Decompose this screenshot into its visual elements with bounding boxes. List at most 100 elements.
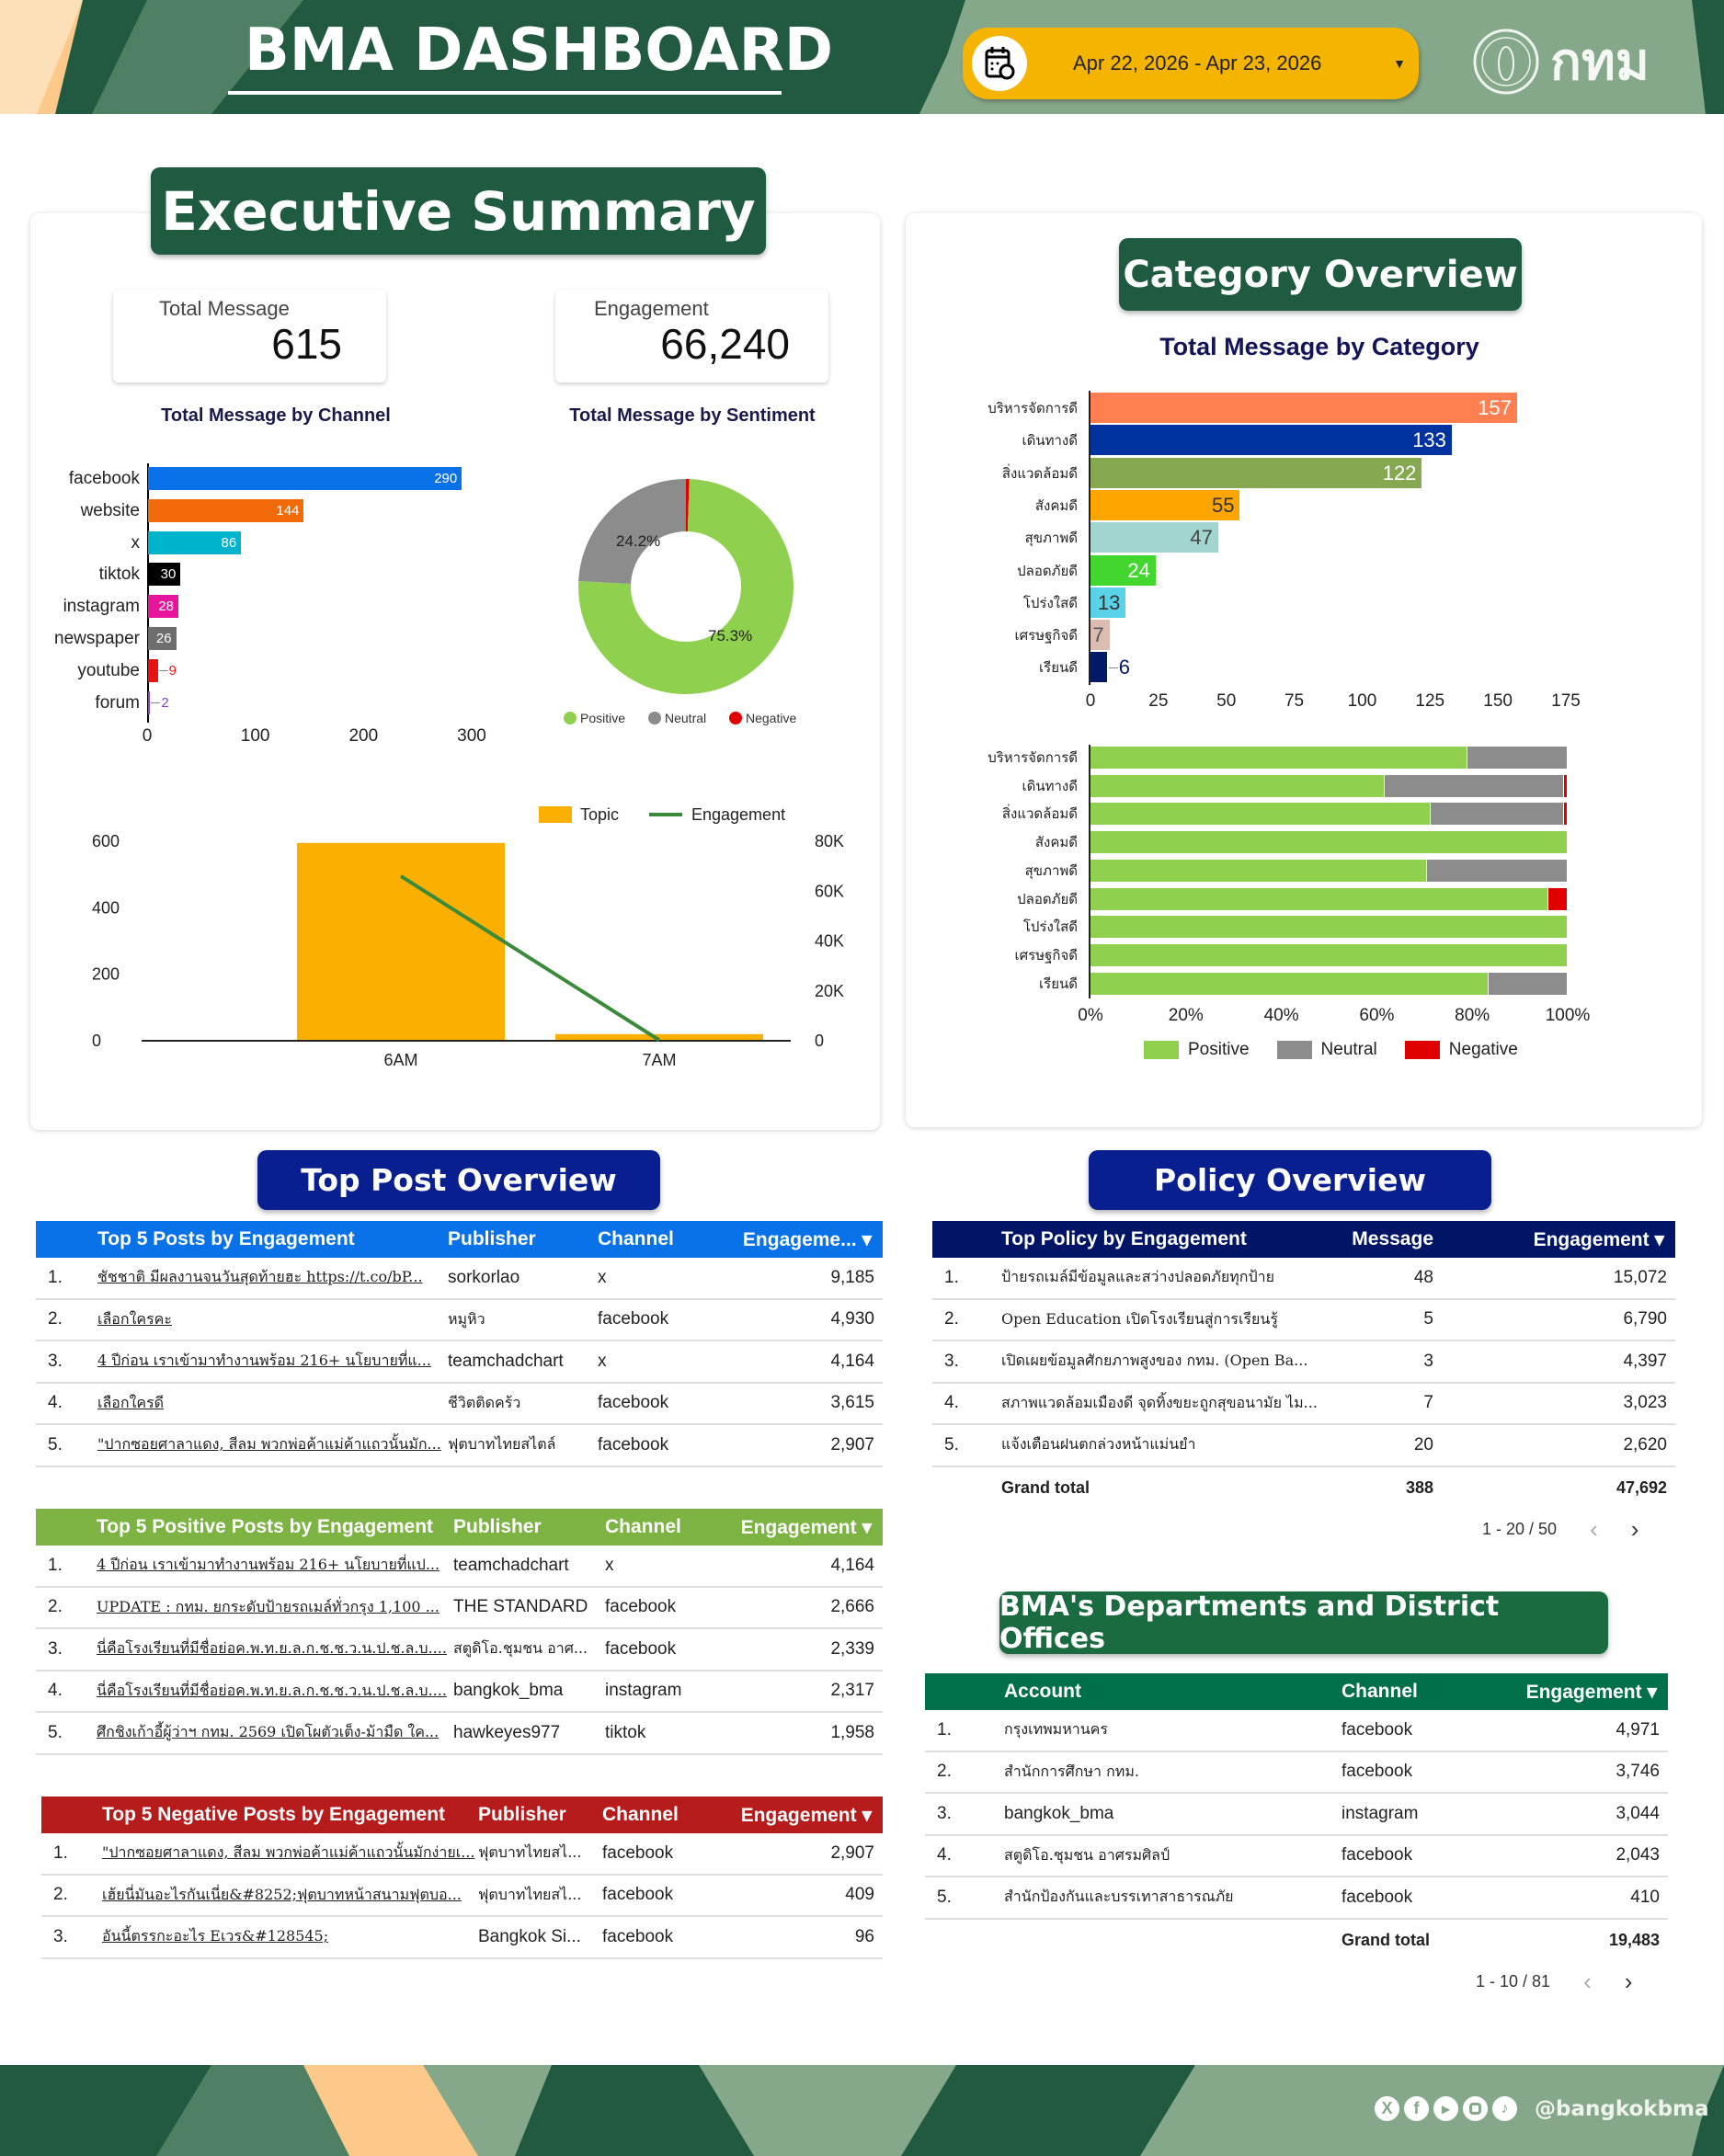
category-label: บริหารจัดการดี: [988, 749, 1078, 766]
channel-bar: [148, 467, 462, 490]
channel-axis-line: [147, 463, 149, 724]
table-row: 5. ศึกชิงเก้าอี้ผู้ว่าฯ กทม. 2569 เปิดโผต…: [36, 1713, 883, 1755]
table-cell: teamchadchart: [453, 1555, 569, 1575]
leader-line: [158, 670, 168, 672]
table-cell: เปิดเผยข้อมูลศักยภาพสูงของ กทม. (Open Ba…: [1001, 1352, 1308, 1370]
table-cell[interactable]: ศึกชิงเก้าอี้ผู้ว่าฯ กทม. 2569 เปิดโผตัว…: [97, 1723, 440, 1741]
hourly-topic-engagement-chart: 0 200 400 600 0 20K 40K 60K 80K 6AM 7AM Topic Engage…: [92, 805, 844, 1069]
stacked-segment-positive: [1090, 774, 1386, 797]
table-cell[interactable]: นี่คือโรงเรียนที่มีชื่อย่อค.พ.ท.ย.ล.ก.ช.…: [97, 1639, 447, 1658]
table-cell[interactable]: 4 ปีก่อน เราเข้ามาทำงานพร้อม 216+ นโยบาย…: [97, 1556, 440, 1574]
table-cell[interactable]: เลือกใครดี: [97, 1393, 165, 1411]
table-cell[interactable]: UPDATE : กทม. ยกระดับป้ายรถเมล์ทั่วกรุง …: [97, 1597, 440, 1615]
channel-label: facebook: [68, 469, 140, 488]
column-header: Account: [1004, 1681, 1081, 1702]
leader-line: [1108, 667, 1118, 669]
category-value: 55: [1212, 493, 1235, 517]
row-number: 5.: [944, 1434, 959, 1454]
x-tick-label: 50: [1216, 691, 1237, 711]
column-header: Channel: [1342, 1681, 1418, 1702]
tiktok-icon[interactable]: ♪: [1492, 2096, 1517, 2121]
table-cell: สตูดิโอ.ชุมชน อาศ...: [453, 1639, 588, 1658]
x-tick-label: 175: [1551, 691, 1581, 711]
facebook-icon[interactable]: f: [1404, 2096, 1429, 2121]
date-range-picker[interactable]: Apr 22, 2026 - Apr 23, 2026 ▼: [963, 28, 1419, 99]
category-label: สิ่งแวดล้อมดี: [1001, 464, 1078, 482]
stacked-segment-neutral: [1426, 859, 1568, 882]
dashboard-title: BMA DASHBOARD: [245, 17, 833, 85]
category-value: 24: [1127, 558, 1150, 582]
donut-slice-negative: [686, 479, 690, 532]
policy-overview-title: Policy Overview: [1089, 1150, 1491, 1210]
row-number: 4.: [48, 1681, 63, 1701]
channel-bar: [148, 595, 178, 619]
column-header[interactable]: Engagement ▾: [740, 1516, 872, 1538]
table-cell: 4,971: [1616, 1719, 1660, 1740]
x-icon[interactable]: X: [1375, 2096, 1399, 2121]
table-cell: 4,164: [830, 1555, 874, 1575]
channel-label: youtube: [77, 660, 140, 680]
table-cell: 2,620: [1623, 1434, 1667, 1454]
category-label: สุขภาพดี: [1024, 530, 1078, 547]
category-label: เรียนดี: [1039, 659, 1078, 677]
row-number: 2.: [48, 1597, 63, 1617]
row-number: 1.: [48, 1555, 63, 1575]
table-cell[interactable]: อันนี้ตรรกะอะไร Eเวร&#128545;: [102, 1927, 329, 1945]
stacked-segment-negative: [1564, 803, 1568, 826]
table-cell[interactable]: "ปากซอยศาลาแดง, สีลม พวกพ่อค้าแม่ค้าแถวน…: [97, 1435, 441, 1454]
right-y-tick: 20K: [815, 982, 844, 1000]
table-cell: สำนักการศึกษา กทม.: [1004, 1762, 1139, 1780]
x-tick-label: 200: [348, 726, 379, 746]
table-cell: 4,397: [1623, 1351, 1667, 1371]
table-cell: ฟุตบาทไทยสไ...: [478, 1843, 582, 1862]
stacked-segment-positive: [1090, 803, 1432, 826]
table-row: 1. "ปากซอยศาลาแดง, สีลม พวกพ่อค้าแม่ค้าแถ…: [41, 1833, 883, 1876]
table-cell[interactable]: "ปากซอยศาลาแดง, สีลม พวกพ่อค้าแม่ค้าแถวน…: [102, 1843, 475, 1862]
stacked-segment-neutral: [1431, 803, 1565, 826]
column-header[interactable]: Engagement ▾: [1533, 1228, 1664, 1250]
next-page-button[interactable]: ›: [1624, 1968, 1633, 1995]
row-number: 3.: [48, 1351, 63, 1371]
table-cell: สำนักป้องกันและบรรเทาสาธารณภัย: [1004, 1888, 1234, 1906]
table-cell: 3,044: [1616, 1803, 1660, 1823]
prev-page-button[interactable]: ‹: [1590, 1515, 1598, 1543]
category-label: สังคมดี: [1034, 834, 1078, 851]
policy-pagination: 1 - 20 / 50 ‹ ›: [1482, 1515, 1638, 1544]
dropdown-arrow-icon[interactable]: ▼: [1393, 56, 1406, 71]
row-number: 2.: [53, 1885, 68, 1905]
channel-value: 144: [276, 502, 300, 519]
youtube-icon[interactable]: ▶: [1433, 2096, 1458, 2121]
table-row: 3. bangkok_bma instagram 3,044: [925, 1794, 1668, 1836]
next-page-button[interactable]: ›: [1630, 1515, 1639, 1543]
table-row: 1. ชัชชาติ มีผลงานจนวันสุดท้ายฮะ https://…: [36, 1258, 883, 1300]
legend-label-topic: Topic: [580, 805, 619, 824]
column-header[interactable]: Engagement ▾: [740, 1804, 872, 1826]
instagram-icon[interactable]: [1463, 2096, 1488, 2121]
category-chart-title: Total Message by Category: [1159, 333, 1479, 360]
table-row: 2. เลือกใครคะ หมูหิว facebook 4,930: [36, 1300, 883, 1341]
table-cell[interactable]: นี่คือโรงเรียนที่มีชื่อย่อค.พ.ท.ย.ล.ก.ช.…: [97, 1681, 447, 1699]
channel-value: 9: [168, 662, 177, 679]
channel-label: newspaper: [54, 629, 140, 648]
table-cell: facebook: [605, 1597, 677, 1617]
engagement-line: [399, 874, 661, 1043]
stacked-segment-positive: [1090, 943, 1568, 966]
table-cell[interactable]: ชัชชาติ มีผลงานจนวันสุดท้ายฮะ https://t.…: [97, 1268, 423, 1286]
social-links: X f ▶ ♪ @bangkokbma: [1375, 2096, 1709, 2121]
stacked-axis-line: [1089, 745, 1090, 999]
x-tick-label: 150: [1483, 691, 1513, 711]
prev-page-button[interactable]: ‹: [1583, 1968, 1592, 1995]
right-y-tick: 60K: [815, 882, 844, 900]
table-header: Top 5 Negative Posts by Engagement Publis…: [41, 1797, 883, 1833]
table-cell[interactable]: 4 ปีก่อน เราเข้ามาทำงานพร้อม 216+ นโยบาย…: [97, 1352, 431, 1370]
table-row: 3. อันนี้ตรรกะอะไร Eเวร&#128545; Bangkok S…: [41, 1917, 883, 1959]
table-cell[interactable]: เฮ้ยนี่มันอะไรกันเนี่ย&#8252;ฟุตบาทหน้าส…: [102, 1885, 462, 1903]
x-tick-label: 40%: [1263, 1006, 1299, 1025]
table-cell[interactable]: เลือกใครคะ: [97, 1309, 172, 1328]
category-bar: [1090, 457, 1422, 488]
column-header[interactable]: Engageme... ▾: [742, 1228, 872, 1250]
column-header[interactable]: Engagement ▾: [1525, 1681, 1657, 1703]
category-label: ปลอดภัยดี: [1017, 890, 1078, 907]
left-y-tick: 0: [92, 1032, 101, 1050]
leader-line: [151, 702, 161, 704]
